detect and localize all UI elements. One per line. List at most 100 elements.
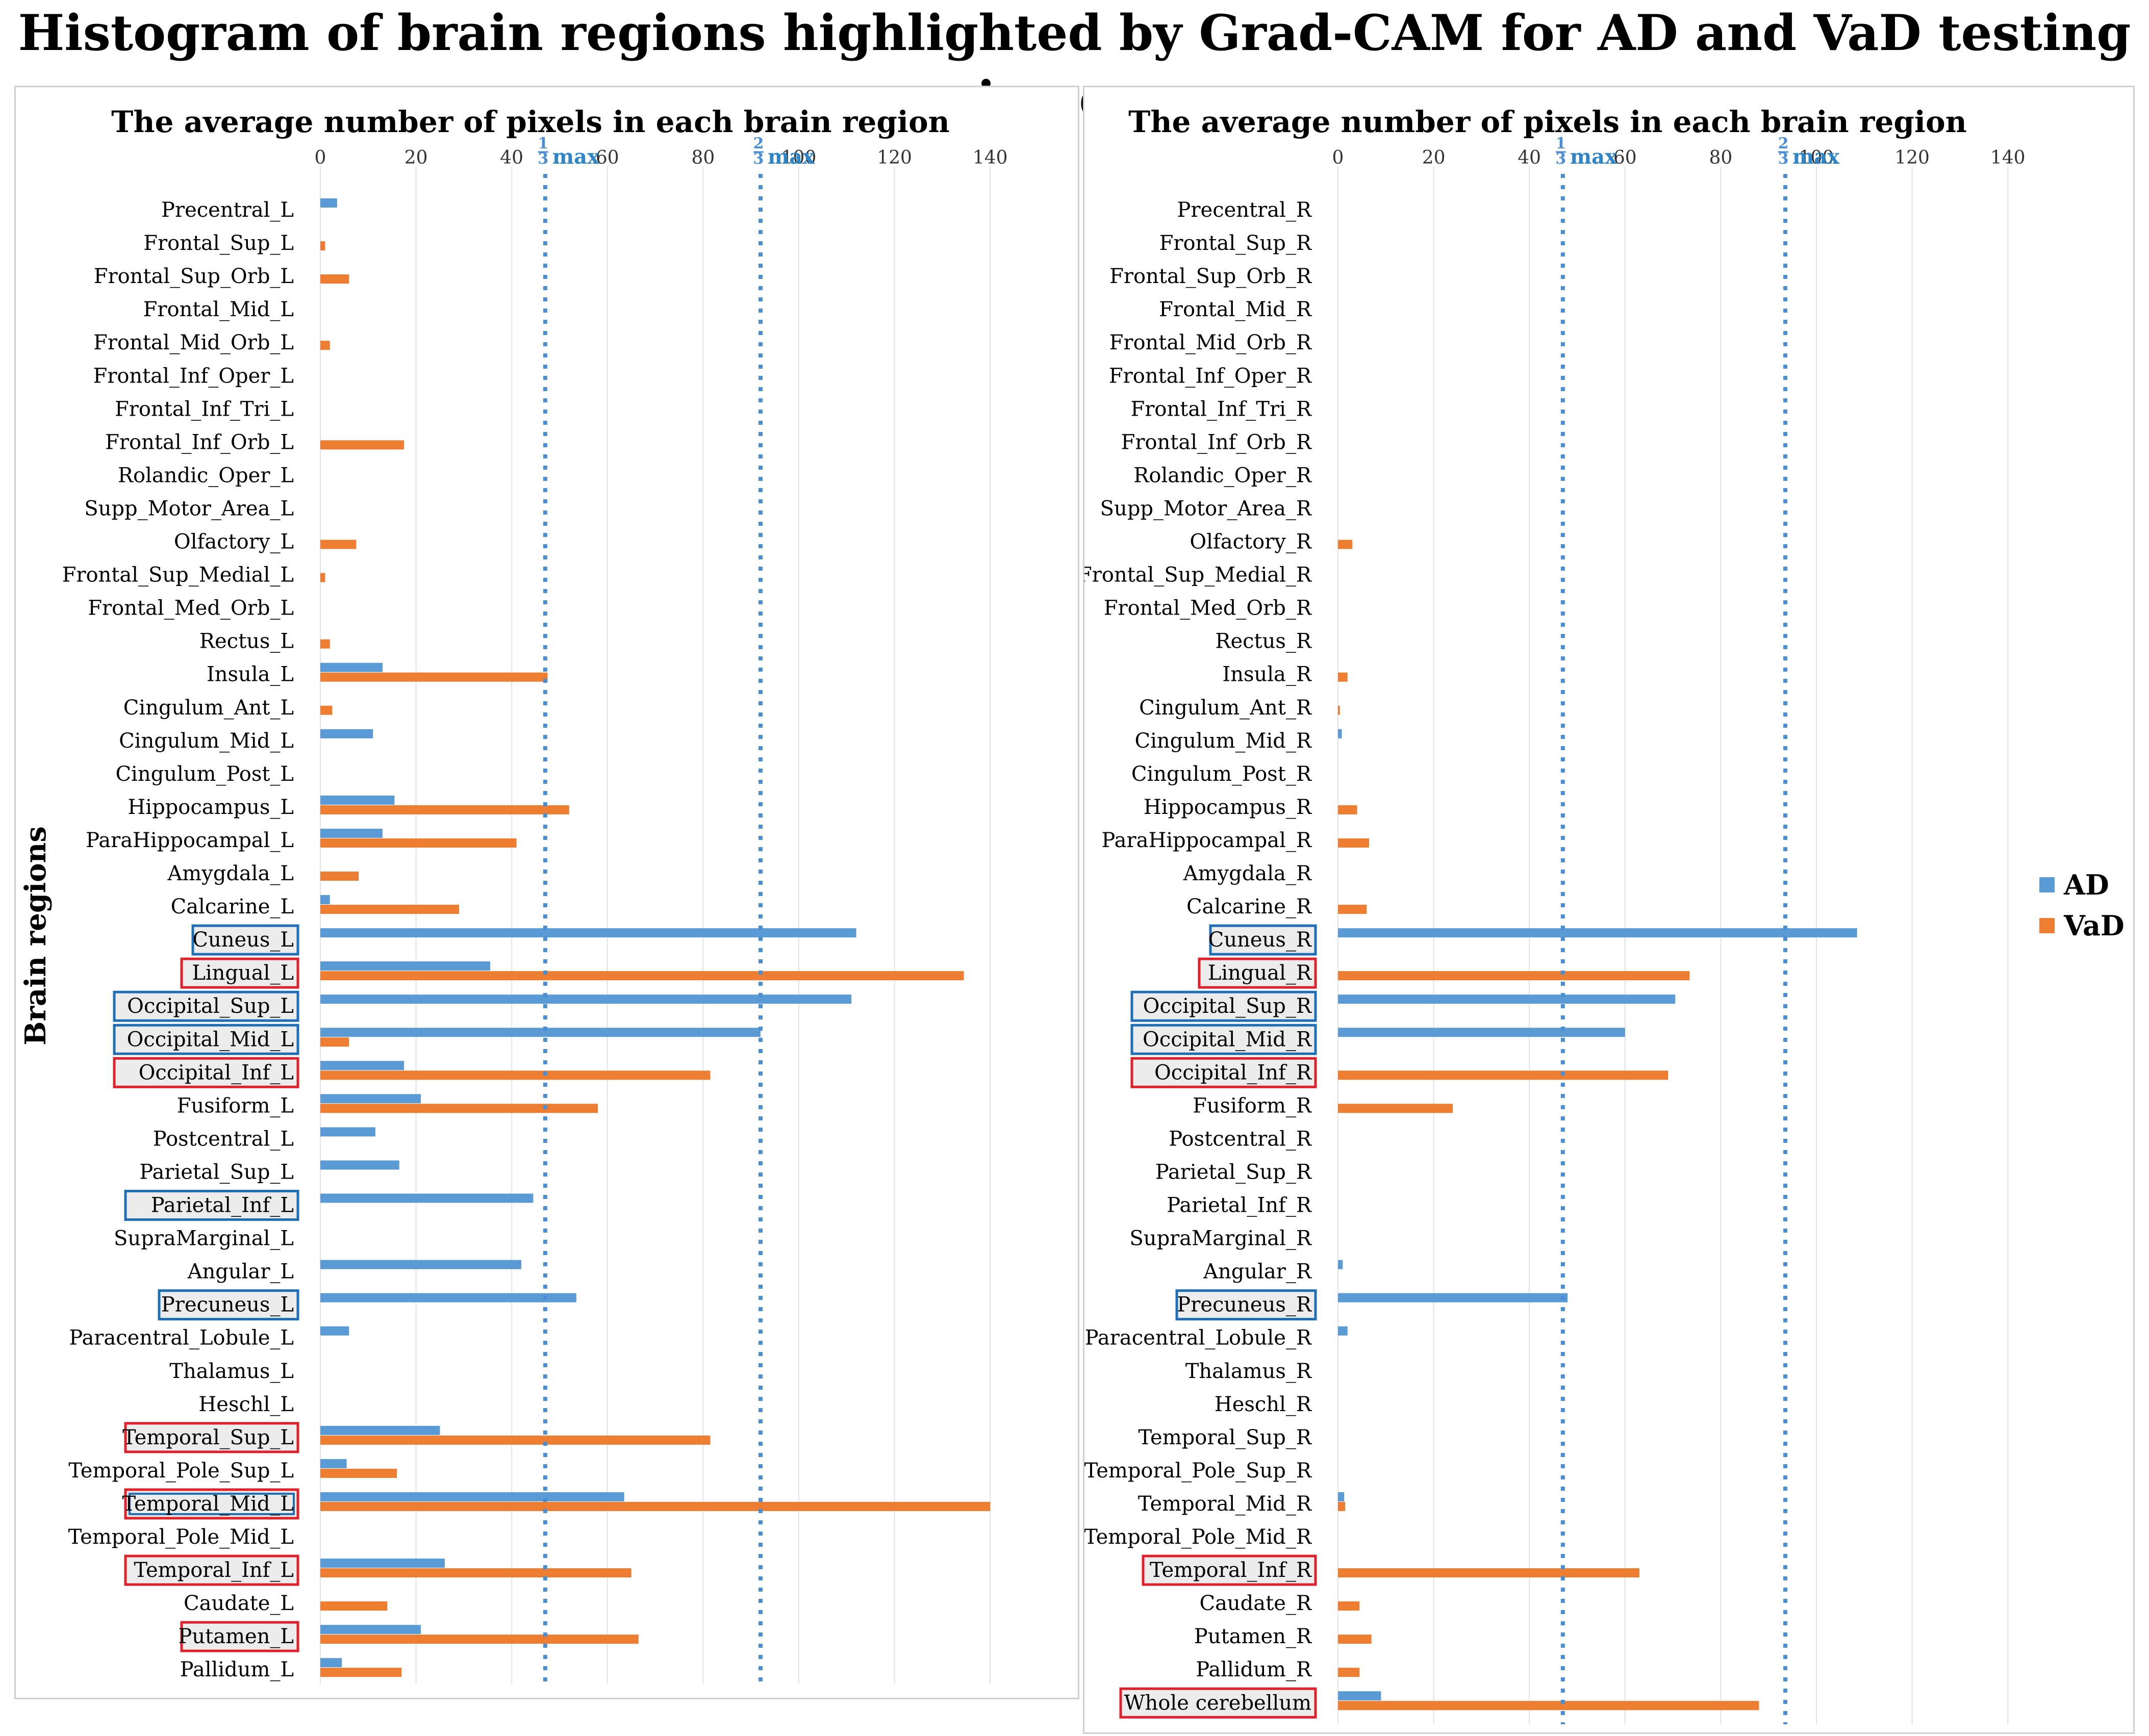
left-tick-label: 100 — [781, 147, 817, 168]
left-category-label: Frontal_Sup_L — [143, 232, 294, 255]
left-category-label: Occipital_Mid_L — [127, 1028, 294, 1051]
left-reference-label-den: 3 — [538, 150, 548, 168]
left-bar-ad — [320, 928, 856, 938]
right-category-label: Occipital_Mid_R — [1143, 1028, 1312, 1051]
right-category-label: Rolandic_Oper_R — [1133, 464, 1312, 487]
right-category-label: Frontal_Inf_Oper_R — [1109, 364, 1312, 388]
right-bar-vad — [1338, 805, 1357, 814]
left-category-label: Temporal_Pole_Sup_L — [68, 1459, 294, 1483]
right-category-label: Frontal_Inf_Orb_R — [1121, 430, 1312, 454]
left-bar-ad — [320, 1028, 761, 1037]
right-category-label: ParaHippocampal_R — [1102, 829, 1312, 852]
right-category-label: Rectus_R — [1215, 630, 1312, 653]
left-category-label: Cingulum_Post_L — [115, 762, 294, 786]
right-highlight-box — [1175, 1289, 1317, 1321]
right-reference-label-text: max — [1792, 145, 1840, 169]
left-bar-ad — [320, 1160, 399, 1170]
left-category-label: Frontal_Sup_Medial_L — [62, 564, 294, 587]
right-bar-ad — [1338, 1492, 1345, 1501]
left-highlight-box — [124, 1422, 299, 1453]
legend-label-vad: VaD — [2064, 909, 2125, 942]
right-highlight-box — [1130, 990, 1317, 1022]
left-category-label: Temporal_Inf_L — [134, 1559, 294, 1582]
left-tick-label: 60 — [596, 147, 619, 168]
left-highlight-box — [124, 1554, 299, 1586]
left-category-label: Precuneus_L — [161, 1293, 294, 1317]
legend: AD VaD — [2039, 864, 2146, 956]
right-category-label: Cingulum_Mid_R — [1135, 729, 1312, 753]
right-category-label: Supp_Motor_Area_R — [1100, 497, 1312, 520]
left-reference-label-num: 2 — [753, 135, 764, 152]
left-category-label: Amygdala_L — [167, 862, 294, 885]
left-category-label: Heschl_L — [198, 1393, 294, 1416]
right-category-label: Temporal_Pole_Mid_R — [1084, 1525, 1312, 1549]
right-bar-ad — [1338, 1028, 1625, 1037]
left-bar-vad — [320, 1037, 349, 1047]
right-category-label: Temporal_Pole_Sup_R — [1084, 1459, 1312, 1483]
left-category-label: Frontal_Sup_Orb_L — [94, 265, 294, 288]
right-reference-label: 23 max — [1778, 135, 1840, 169]
left-highlight-box — [180, 1621, 299, 1652]
left-bar-ad — [320, 1459, 347, 1468]
right-chart-svg: The average number of pixels in each bra… — [1084, 105, 2026, 1724]
left-bar-ad — [320, 961, 490, 971]
left-reference-label: 23 max — [753, 135, 816, 169]
left-bar-ad — [320, 1193, 534, 1203]
left-chart-svg: The average number of pixels in each bra… — [62, 105, 1008, 1683]
left-bar-vad — [320, 1568, 631, 1578]
right-bar-ad — [1338, 1326, 1348, 1336]
right-category-label: Parietal_Inf_R — [1167, 1194, 1312, 1217]
right-bar-vad — [1338, 1070, 1668, 1080]
left-bar-vad — [320, 1104, 598, 1113]
left-bar-ad — [320, 828, 383, 838]
legend-item-vad: VaD — [2039, 905, 2146, 946]
right-category-label: Temporal_Mid_R — [1138, 1492, 1312, 1516]
left-category-label: Frontal_Inf_Orb_L — [105, 430, 294, 454]
y-axis-title: Brain regions — [19, 826, 53, 1045]
left-bar-vad — [320, 1635, 639, 1644]
right-tick-label: 60 — [1613, 147, 1637, 168]
right-chart-panel: The average number of pixels in each bra… — [1083, 86, 2135, 1734]
left-category-label: Olfactory_L — [174, 530, 294, 554]
left-category-label: Thalamus_L — [169, 1360, 294, 1383]
right-category-label: Frontal_Inf_Tri_R — [1130, 397, 1312, 421]
right-category-label: Temporal_Inf_R — [1150, 1559, 1312, 1582]
left-bar-vad — [320, 905, 460, 914]
right-category-label: Hippocampus_R — [1144, 796, 1312, 819]
right-category-label: Frontal_Sup_Orb_R — [1109, 265, 1312, 288]
left-reference-label-num: 1 — [538, 135, 548, 152]
right-category-label: Cingulum_Ant_R — [1139, 696, 1312, 720]
right-bar-vad — [1338, 672, 1348, 682]
left-bar-ad — [320, 795, 395, 805]
right-category-label: Whole cerebellum — [1124, 1691, 1311, 1715]
right-reference-label-num: 2 — [1778, 135, 1789, 152]
right-category-label: Lingual_R — [1208, 961, 1312, 985]
left-bar-vad — [320, 872, 359, 881]
left-category-label: Lingual_L — [192, 961, 294, 985]
left-highlight-box — [113, 990, 299, 1022]
left-category-label: Frontal_Inf_Oper_L — [93, 364, 294, 388]
left-reference-label-den: 3 — [753, 150, 764, 168]
left-category-label: Cuneus_L — [192, 928, 294, 952]
right-reference-label: 13 max — [1555, 135, 1617, 169]
right-highlight-box — [1142, 1554, 1317, 1586]
right-highlight-box — [1209, 924, 1317, 956]
left-bar-vad — [320, 971, 964, 981]
left-bar-vad — [320, 805, 569, 814]
left-category-label: Precentral_L — [161, 198, 294, 222]
left-category-label: ParaHippocampal_L — [86, 829, 294, 852]
right-highlight-box — [1198, 957, 1317, 989]
right-bar-ad — [1338, 1260, 1343, 1269]
right-bar-vad — [1338, 1104, 1453, 1113]
right-highlight-box — [1130, 1024, 1317, 1055]
right-category-label: Postcentral_R — [1169, 1127, 1312, 1151]
right-bar-ad — [1338, 1691, 1381, 1701]
left-bar-vad — [320, 1601, 388, 1611]
right-category-label: Insula_R — [1222, 663, 1312, 686]
right-tick-label: 20 — [1422, 147, 1446, 168]
left-category-label: Rolandic_Oper_L — [118, 464, 294, 487]
left-bar-ad — [320, 1061, 404, 1070]
left-bar-vad — [320, 705, 333, 715]
right-category-label: Temporal_Sup_R — [1138, 1426, 1312, 1449]
left-tick-label: 40 — [500, 147, 523, 168]
